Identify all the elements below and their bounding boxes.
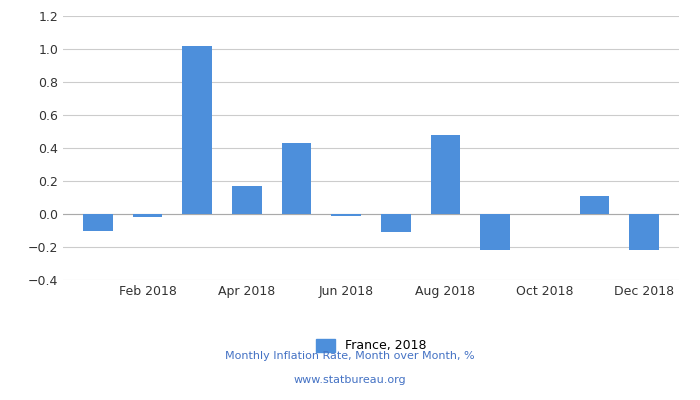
Bar <box>381 214 411 232</box>
Text: www.statbureau.org: www.statbureau.org <box>294 375 406 385</box>
Bar <box>331 214 361 216</box>
Bar <box>182 46 212 214</box>
Bar <box>580 196 610 214</box>
Bar <box>430 135 461 214</box>
Bar <box>83 214 113 230</box>
Bar <box>132 214 162 217</box>
Bar <box>480 214 510 250</box>
Legend: France, 2018: France, 2018 <box>311 334 431 357</box>
Text: Monthly Inflation Rate, Month over Month, %: Monthly Inflation Rate, Month over Month… <box>225 351 475 361</box>
Bar <box>232 186 262 214</box>
Bar <box>281 143 312 214</box>
Bar <box>629 214 659 250</box>
